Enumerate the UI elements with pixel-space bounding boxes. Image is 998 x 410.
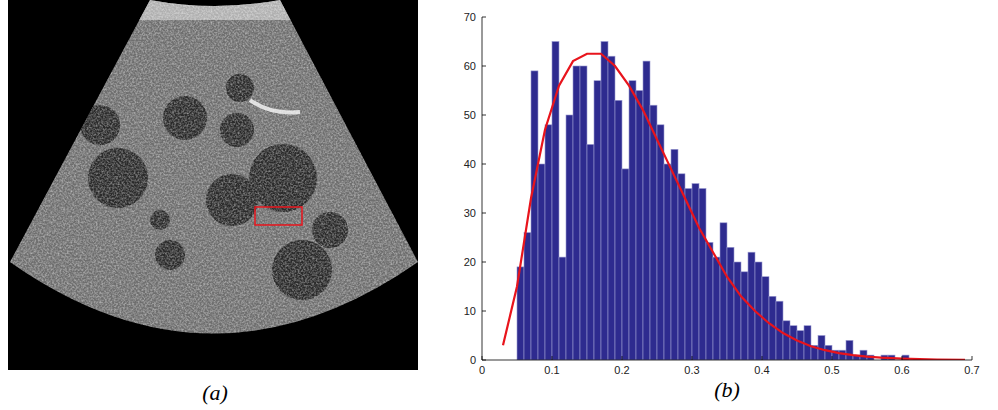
y-tick-label: 60 xyxy=(464,60,476,72)
ultrasound-sector xyxy=(8,0,418,380)
x-tick-label: 0.3 xyxy=(684,364,699,376)
histogram-bar xyxy=(720,223,727,360)
histogram-bar xyxy=(573,66,580,360)
y-tick xyxy=(482,311,486,312)
x-axis-line xyxy=(482,360,972,361)
x-tick-label: 0 xyxy=(479,364,485,376)
y-tick-label: 30 xyxy=(464,207,476,219)
histogram-bar xyxy=(783,321,790,360)
histogram-bar xyxy=(636,91,643,361)
x-tick xyxy=(552,356,553,360)
histogram-bar xyxy=(531,71,538,360)
x-tick xyxy=(482,356,483,360)
x-tick xyxy=(762,356,763,360)
histogram-bar xyxy=(734,262,741,360)
x-tick xyxy=(692,356,693,360)
x-tick xyxy=(902,356,903,360)
histogram-bar xyxy=(727,247,734,360)
histogram-bar xyxy=(692,184,699,360)
y-tick-label: 20 xyxy=(464,256,476,268)
x-tick xyxy=(832,356,833,360)
histogram-bar xyxy=(685,189,692,361)
histogram-bar xyxy=(650,105,657,360)
x-tick-label: 0.1 xyxy=(544,364,559,376)
histogram-bar xyxy=(825,345,832,360)
y-tick xyxy=(482,213,486,214)
caption-a: (a) xyxy=(202,380,228,405)
y-tick-label: 70 xyxy=(464,11,476,23)
plot-area xyxy=(503,42,965,361)
histogram-bar xyxy=(629,81,636,360)
histogram-bar xyxy=(664,164,671,360)
histogram-bar xyxy=(643,61,650,360)
x-tick-label: 0.4 xyxy=(754,364,769,376)
x-tick-label: 0.6 xyxy=(894,364,909,376)
roi-box xyxy=(255,207,302,225)
histogram-bar xyxy=(713,257,720,360)
fit-curve xyxy=(503,54,965,360)
histogram-bar xyxy=(594,81,601,360)
histogram-bar xyxy=(566,115,573,360)
speckle xyxy=(8,0,418,370)
y-tick-label: 40 xyxy=(464,158,476,170)
histogram-bar xyxy=(846,340,853,360)
caption-b: (b) xyxy=(714,377,740,402)
histogram-bar xyxy=(601,42,608,361)
histogram-bar xyxy=(657,125,664,360)
y-axis-line xyxy=(482,17,483,360)
histogram-bar xyxy=(608,56,615,360)
histogram-bar xyxy=(839,350,846,360)
x-tick xyxy=(972,356,973,360)
y-tick xyxy=(482,17,486,18)
histogram-bar xyxy=(706,242,713,360)
histogram-bar xyxy=(699,189,706,361)
y-tick xyxy=(482,66,486,67)
y-tick-label: 10 xyxy=(464,305,476,317)
histogram-bar xyxy=(524,233,531,360)
x-tick-label: 0.2 xyxy=(614,364,629,376)
histogram-bar xyxy=(538,164,545,360)
histogram-bar xyxy=(622,169,629,360)
y-tick-label: 50 xyxy=(464,109,476,121)
x-tick xyxy=(622,356,623,360)
ultrasound-panel xyxy=(8,0,418,380)
histogram-bar xyxy=(587,144,594,360)
y-tick xyxy=(482,115,486,116)
y-tick xyxy=(482,262,486,263)
histogram-bar xyxy=(580,66,587,360)
tissue xyxy=(8,0,418,370)
histogram-bar xyxy=(790,326,797,360)
histogram-bar xyxy=(615,100,622,360)
histogram-bar xyxy=(797,331,804,360)
histogram-bar xyxy=(545,125,552,360)
histogram-bar xyxy=(559,257,566,360)
y-tick xyxy=(482,360,486,361)
histogram-bar xyxy=(741,272,748,360)
histogram-bar xyxy=(678,174,685,360)
x-tick-label: 0.5 xyxy=(824,364,839,376)
x-tick-label: 0.7 xyxy=(964,364,979,376)
y-tick-label: 0 xyxy=(470,354,476,366)
image-background xyxy=(8,0,418,370)
y-tick xyxy=(482,164,486,165)
